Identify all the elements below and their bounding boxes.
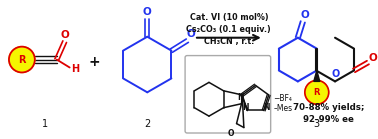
Text: –Mes: –Mes <box>274 104 293 113</box>
Text: Cat. VI (10 mol%): Cat. VI (10 mol%) <box>189 13 268 22</box>
Text: O: O <box>187 29 196 39</box>
Polygon shape <box>314 70 320 81</box>
FancyBboxPatch shape <box>185 56 271 133</box>
Text: 1: 1 <box>42 119 48 129</box>
Text: 70-88% yields;: 70-88% yields; <box>293 103 364 112</box>
Text: +: + <box>89 54 100 69</box>
Text: R: R <box>18 54 26 64</box>
Circle shape <box>9 47 35 72</box>
Text: N: N <box>263 103 270 112</box>
Text: N: N <box>242 103 248 112</box>
Text: 2: 2 <box>144 119 150 129</box>
Text: O: O <box>143 7 152 17</box>
Circle shape <box>305 80 329 104</box>
Text: 92-99% ee: 92-99% ee <box>303 115 354 124</box>
Text: R: R <box>313 88 320 97</box>
Text: O: O <box>369 53 377 63</box>
Text: O: O <box>301 10 309 20</box>
Text: O: O <box>332 70 340 80</box>
Text: H: H <box>71 64 80 75</box>
Text: −BF₄: −BF₄ <box>274 94 293 103</box>
Text: Cs₂CO₃ (0.1 equiv.): Cs₂CO₃ (0.1 equiv.) <box>186 25 271 34</box>
Text: O: O <box>60 30 69 40</box>
Text: 3: 3 <box>313 119 319 129</box>
Text: O: O <box>227 129 234 138</box>
Text: N: N <box>237 93 243 102</box>
Text: CH₃CN , r.t.: CH₃CN , r.t. <box>204 37 254 46</box>
